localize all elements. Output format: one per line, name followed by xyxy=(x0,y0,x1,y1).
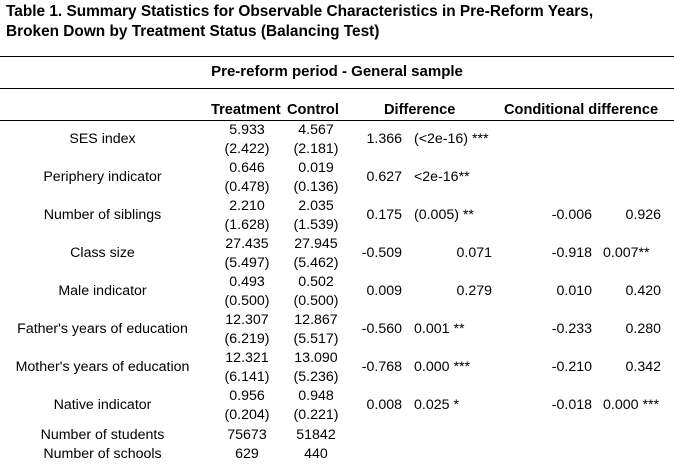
conditional-difference-pvalue: 0.420 xyxy=(625,283,661,299)
control-sd: (5.236) xyxy=(293,369,339,385)
footer-treatment: 629 xyxy=(235,446,259,462)
row-label: Male indicator xyxy=(58,283,147,299)
treatment-sd: (5.497) xyxy=(224,255,270,271)
control-mean: 0.502 xyxy=(298,274,334,290)
treatment-mean: 0.956 xyxy=(229,388,265,404)
treatment-mean: 27.435 xyxy=(225,236,269,252)
header-conditional-difference: Conditional difference xyxy=(504,102,659,118)
treatment-mean: 2.210 xyxy=(229,198,265,214)
control-sd: (0.221) xyxy=(293,407,339,423)
control-mean: 27.945 xyxy=(294,236,338,252)
conditional-difference-pvalue: 0.007** xyxy=(603,245,650,261)
difference-pvalue: 0.000 *** xyxy=(414,359,471,375)
difference-value: -0.509 xyxy=(361,245,402,261)
difference-pvalue: (0.005) ** xyxy=(414,207,474,223)
row-label: SES index xyxy=(69,131,136,147)
conditional-difference-value: -0.918 xyxy=(551,245,592,261)
difference-value: 0.008 xyxy=(366,397,402,413)
treatment-mean: 12.307 xyxy=(225,312,269,328)
treatment-mean: 5.933 xyxy=(229,122,265,138)
treatment-mean: 0.646 xyxy=(229,160,265,176)
difference-pvalue: 0.025 * xyxy=(414,397,459,413)
table-title: Table 1. Summary Statistics for Observab… xyxy=(6,2,666,42)
conditional-difference-value: -0.006 xyxy=(551,207,592,223)
conditional-difference-value: -0.233 xyxy=(551,321,592,337)
header-difference: Difference xyxy=(384,102,456,118)
control-mean: 0.019 xyxy=(298,160,334,176)
title-line-2: Broken Down by Treatment Status (Balanci… xyxy=(6,23,380,40)
difference-value: 1.366 xyxy=(366,131,402,147)
difference-pvalue: 0.001 ** xyxy=(414,321,465,337)
row-label: Periphery indicator xyxy=(43,169,162,185)
conditional-difference-value: -0.210 xyxy=(551,359,592,375)
treatment-sd: (0.500) xyxy=(224,293,270,309)
treatment-mean: 0.493 xyxy=(229,274,265,290)
row-label: Number of siblings xyxy=(43,207,162,223)
panel-rule xyxy=(0,88,674,89)
conditional-difference-pvalue: 0.926 xyxy=(625,207,661,223)
control-mean: 0.948 xyxy=(298,388,334,404)
row-label: Mother's years of education xyxy=(15,359,190,375)
control-sd: (5.462) xyxy=(293,255,339,271)
conditional-difference-pvalue: 0.280 xyxy=(625,321,661,337)
conditional-difference-value: -0.018 xyxy=(551,397,592,413)
footer-control: 440 xyxy=(304,446,328,462)
difference-pvalue: <2e-16** xyxy=(414,169,470,185)
treatment-sd: (2.422) xyxy=(224,141,270,157)
header-treatment: Treatment xyxy=(211,102,281,118)
difference-value: 0.009 xyxy=(366,283,402,299)
conditional-difference-value: 0.010 xyxy=(556,283,592,299)
footer-label: Number of students xyxy=(40,427,165,443)
footer-control: 51842 xyxy=(296,427,336,443)
footer-treatment: 75673 xyxy=(227,427,267,443)
footer-label: Number of schools xyxy=(43,446,162,462)
control-sd: (2.181) xyxy=(293,141,339,157)
control-mean: 4.567 xyxy=(298,122,334,138)
row-label: Father's years of education xyxy=(17,321,188,337)
header-control: Control xyxy=(287,102,339,118)
panel-title: Pre-reform period - General sample xyxy=(211,63,463,80)
difference-pvalue: (<2e-16) *** xyxy=(414,131,489,147)
control-mean: 12.867 xyxy=(294,312,338,328)
control-sd: (1.539) xyxy=(293,217,339,233)
treatment-mean: 12.321 xyxy=(225,350,269,366)
control-mean: 2.035 xyxy=(298,198,334,214)
title-line-1: Table 1. Summary Statistics for Observab… xyxy=(6,3,594,20)
difference-pvalue: 0.071 xyxy=(456,245,492,261)
control-sd: (0.136) xyxy=(293,179,339,195)
top-rule xyxy=(0,56,674,57)
row-label: Native indicator xyxy=(53,397,152,413)
conditional-difference-pvalue: 0.342 xyxy=(625,359,661,375)
difference-value: -0.768 xyxy=(361,359,402,375)
treatment-sd: (0.204) xyxy=(224,407,270,423)
row-label: Class size xyxy=(70,245,135,261)
treatment-sd: (1.628) xyxy=(224,217,270,233)
difference-value: 0.175 xyxy=(366,207,402,223)
treatment-sd: (0.478) xyxy=(224,179,270,195)
difference-pvalue: 0.279 xyxy=(456,283,492,299)
treatment-sd: (6.141) xyxy=(224,369,270,385)
treatment-sd: (6.219) xyxy=(224,331,270,347)
control-sd: (0.500) xyxy=(293,293,339,309)
difference-value: 0.627 xyxy=(366,169,402,185)
control-mean: 13.090 xyxy=(294,350,338,366)
control-sd: (5.517) xyxy=(293,331,339,347)
difference-value: -0.560 xyxy=(361,321,402,337)
header-rule xyxy=(0,120,674,121)
conditional-difference-pvalue: 0.000 *** xyxy=(603,397,660,413)
